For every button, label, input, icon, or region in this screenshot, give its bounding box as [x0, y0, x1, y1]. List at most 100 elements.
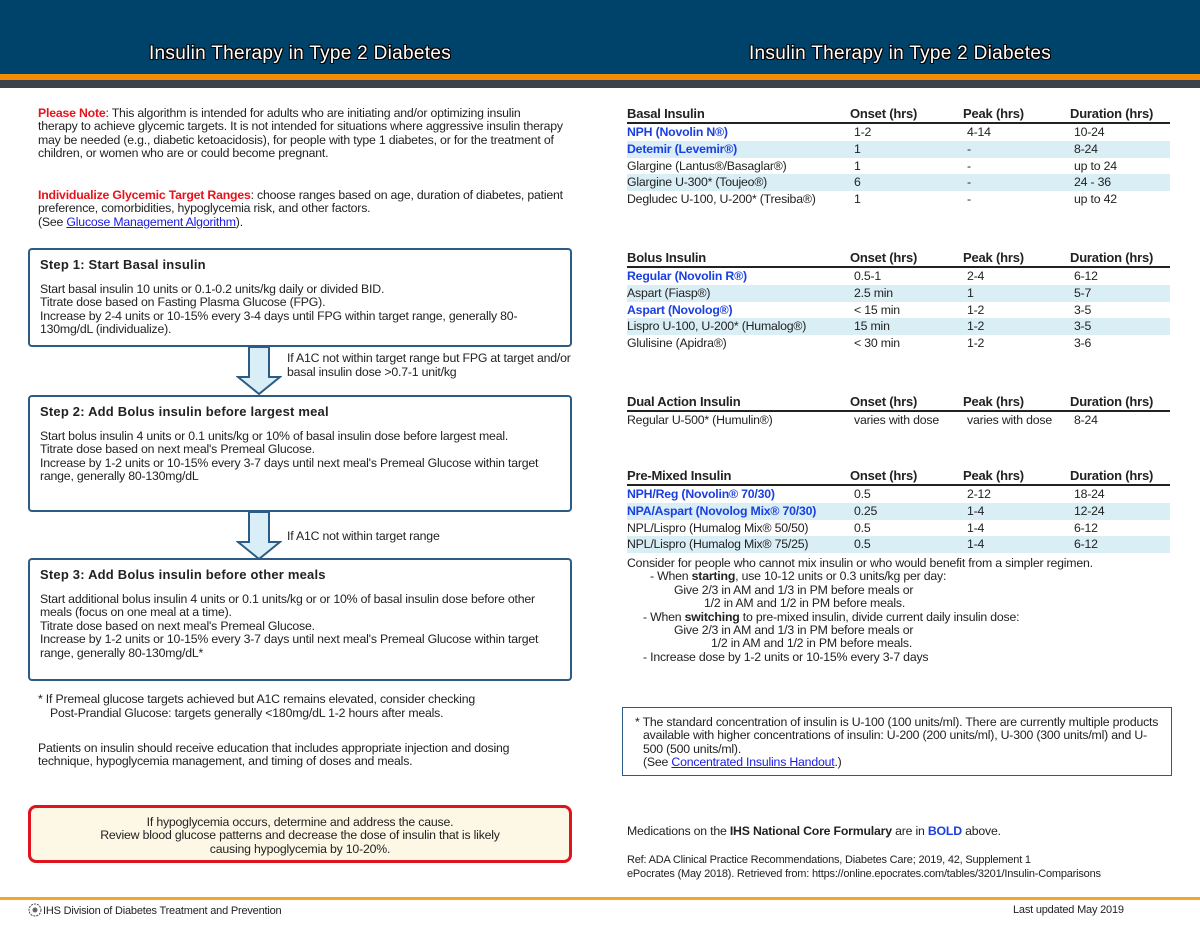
table-cell: 0.5-1	[854, 269, 882, 283]
indiv-text: : choose ranges based on age, duration o…	[38, 188, 563, 216]
table-cell: NPL/Lispro (Humalog Mix® 50/50)	[627, 520, 809, 535]
table-cell: 8-24	[1074, 413, 1098, 427]
table-cell: Regular (Novolin R®)	[627, 269, 747, 283]
table-cell: -	[963, 174, 1070, 192]
table-cell: 4-14	[967, 125, 991, 139]
table-cell: -	[967, 158, 971, 173]
header-stripe-dark	[0, 80, 1200, 88]
table-cell: varies with dose	[854, 413, 939, 427]
alert-line: causing hypoglycemia by 10-20%.	[209, 841, 391, 856]
table-cell: -	[967, 192, 971, 207]
step-line: Start additional bolus insulin 4 units o…	[40, 592, 535, 620]
table-cell: Lispro U-100, U-200* (Humalog®)	[627, 318, 850, 336]
table-row: Glulisine (Apidra®) < 30 min 1-2 3-6	[627, 335, 1170, 352]
footer-updated: Last updated May 2019	[1013, 904, 1124, 916]
step-1-box: Step 1: Start Basal insulin Start basal …	[28, 248, 572, 347]
step-title: Step 3: Add Bolus insulin before other m…	[40, 567, 326, 582]
insulin-table: Dual Action Insulin Onset (hrs) Peak (hrs)…	[627, 394, 1170, 429]
footer-divider	[0, 897, 1200, 900]
text: starting	[691, 569, 736, 584]
text: , use 10-12 units or 0.3 units/kg per da…	[735, 569, 947, 584]
table-cell: Glargine U-300* (Toujeo®)	[627, 174, 850, 192]
table-cell: 1-2	[967, 302, 985, 317]
table-cell: 6-12	[1070, 536, 1170, 554]
individualize-targets: Individualize Glycemic Target Ranges: ch…	[38, 188, 563, 229]
table-cell: Glargine (Lantus®/Basaglar®)	[627, 158, 787, 173]
table-cell: 0.25	[850, 502, 963, 520]
step-line: Increase by 2-4 units or 10-15% every 3-…	[40, 308, 518, 337]
header-stripe	[0, 74, 1200, 80]
hypoglycemia-alert: If hypoglycemia occurs, determine and ad…	[28, 805, 572, 863]
table-cell: NPH (Novolin N®)	[627, 125, 728, 139]
table-cell: 1	[850, 140, 963, 158]
table-header: Bolus Insulin	[627, 250, 850, 268]
step-line: Titrate dose based on next meal's Premea…	[40, 442, 315, 457]
reference-2: ePocrates (May 2018). Retrieved from: ht…	[627, 868, 1101, 880]
table-header: Duration (hrs)	[1070, 394, 1170, 412]
table-cell: 2-4	[967, 269, 985, 283]
glucose-algorithm-link[interactable]: Glucose Management Algorithm	[66, 214, 236, 229]
step-line: Increase by 1-2 units or 10-15% every 3-…	[40, 455, 539, 484]
footnote-line-2: Post-Prandial Glucose: targets generally…	[50, 706, 444, 720]
table-header: Onset (hrs)	[850, 106, 963, 124]
table-cell: 18-24	[1074, 487, 1105, 501]
table-header: Duration (hrs)	[1070, 106, 1170, 124]
table-header: Onset (hrs)	[850, 394, 963, 412]
table-cell: Degludec U-100, U-200* (Tresiba®)	[627, 192, 816, 207]
text: - When	[643, 609, 685, 624]
premix-start-line: 1/2 in AM and 1/2 in PM before meals.	[704, 596, 906, 611]
table-cell: 3-5	[1074, 302, 1092, 317]
table-cell: 24 - 36	[1070, 174, 1170, 192]
table-header: Onset (hrs)	[850, 468, 963, 486]
please-note: Please Note: This algorithm is intended …	[38, 106, 563, 161]
concentrated-insulins-link[interactable]: Concentrated Insulins Handout	[671, 755, 835, 770]
table-header: Pre-Mixed Insulin	[627, 468, 850, 486]
concentration-note-box: * The standard concentration of insulin …	[622, 707, 1172, 776]
text: switching	[684, 609, 740, 624]
insulin-table: Bolus Insulin Onset (hrs) Peak (hrs) Durati…	[627, 250, 1170, 352]
table-cell: 12-24	[1070, 502, 1170, 520]
formulary-note: Medications on the IHS National Core For…	[627, 824, 1001, 838]
table-cell: NPA/Aspart (Novolog Mix® 70/30)	[627, 502, 850, 520]
header-banner	[0, 0, 1200, 74]
table-cell: 2.5 min	[850, 284, 963, 302]
table-cell: 15 min	[850, 318, 963, 336]
step-3-box: Step 3: Add Bolus insulin before other m…	[28, 558, 572, 681]
insulin-table: Basal Insulin Onset (hrs) Peak (hrs) Durati…	[627, 106, 1170, 208]
concentration-text: * The standard concentration of insulin …	[635, 715, 1159, 756]
table-row: NPH/Reg (Novolin® 70/30) 0.5 2-12 18-24	[627, 485, 1170, 503]
alert-line: Review blood glucose patterns and decrea…	[100, 828, 500, 843]
table-cell: up to 42	[1074, 192, 1117, 207]
table-cell: 1	[963, 284, 1070, 302]
table-header: Duration (hrs)	[1070, 468, 1170, 486]
table-row: NPL/Lispro (Humalog Mix® 50/50) 0.5 1-4 6-1…	[627, 520, 1170, 537]
step-line: Start bolus insulin 4 units or 0.1 units…	[40, 429, 509, 443]
table-header: Peak (hrs)	[963, 106, 1070, 124]
page-title-right: Insulin Therapy in Type 2 Diabetes	[748, 43, 1052, 64]
table-cell: 2-12	[967, 487, 991, 501]
table-cell: < 30 min	[854, 336, 900, 351]
reference-1: Ref: ADA Clinical Practice Recommendatio…	[627, 854, 1031, 866]
footer-org: IHS Division of Diabetes Treatment and P…	[43, 905, 282, 917]
table-cell: 1	[854, 158, 861, 173]
table-header: Peak (hrs)	[963, 468, 1070, 486]
table-cell: 1	[854, 192, 861, 207]
note-label: Please Note	[38, 106, 106, 120]
step-2-box: Step 2: Add Bolus insulin before largest…	[28, 395, 572, 512]
table-cell: 0.5	[854, 520, 871, 535]
premix-notes: Consider for people who cannot mix insul…	[627, 556, 1177, 664]
table-row: Lispro U-100, U-200* (Humalog®) 15 min 1-2…	[627, 318, 1170, 336]
table-cell: 0.5	[854, 487, 871, 501]
table-row: Glargine U-300* (Toujeo®) 6-24 - 36	[627, 174, 1170, 192]
table-cell: Glulisine (Apidra®)	[627, 336, 727, 351]
step-line: Titrate dose based on next meal's Premea…	[40, 618, 315, 633]
page-title-left: Insulin Therapy in Type 2 Diabetes	[148, 43, 452, 64]
table-cell: 1-4	[963, 502, 1070, 520]
table-row: Regular U-500* (Humulin®) varies with dos…	[627, 411, 1170, 429]
table-cell: 1-2	[963, 318, 1070, 336]
premix-start-line: Give 2/3 in AM and 1/3 in PM before meal…	[674, 582, 914, 597]
table-cell: up to 24	[1074, 158, 1117, 173]
step-title: Step 2: Add Bolus insulin before largest…	[40, 404, 329, 419]
table-cell: 1-2	[967, 336, 985, 351]
table-cell: Aspart (Fiasp®)	[627, 284, 850, 302]
